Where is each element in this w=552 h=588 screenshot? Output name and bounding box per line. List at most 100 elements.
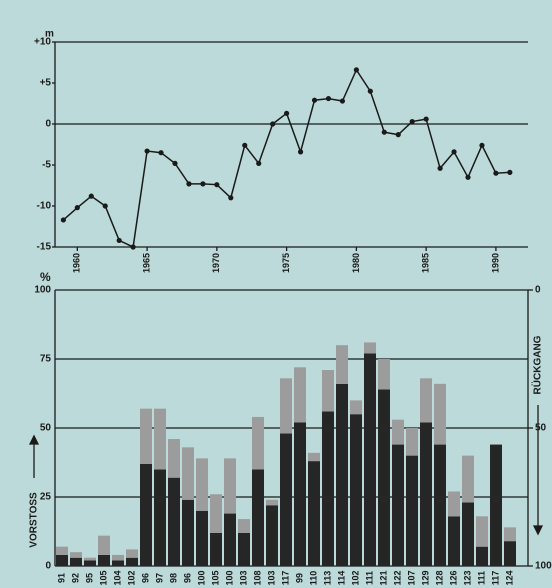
bar-segment — [364, 342, 376, 354]
bar-segment — [280, 433, 292, 566]
x-tick-label: 1965 — [141, 253, 151, 273]
x-tick-label: 105 — [98, 570, 108, 585]
point — [228, 195, 234, 201]
point — [270, 121, 276, 127]
point — [451, 149, 457, 155]
bar-segment — [294, 422, 306, 566]
y2-tick-label: 100 — [535, 561, 552, 572]
point — [284, 110, 290, 116]
y-tick-label: -15 — [37, 242, 52, 253]
point — [437, 165, 443, 171]
bar-segment — [448, 491, 460, 517]
point — [116, 237, 122, 244]
point — [242, 142, 248, 148]
point — [144, 148, 150, 154]
bar-segment — [280, 378, 292, 434]
bar-segment — [308, 461, 320, 566]
bar-segment — [350, 414, 362, 566]
bar-segment — [294, 367, 306, 423]
bar-segment — [420, 378, 432, 423]
x-tick-label: 113 — [322, 571, 332, 586]
x-tick-label: 110 — [308, 571, 318, 586]
x-tick-label: 111 — [364, 571, 374, 585]
bar-segment — [84, 557, 96, 561]
x-tick-label: 98 — [168, 573, 178, 583]
x-tick-label: 1980 — [351, 253, 361, 273]
y2-tick-label: 0 — [535, 285, 541, 296]
x-tick-label: 96 — [140, 573, 150, 583]
bar-segment — [252, 416, 264, 470]
x-tick-label: 1970 — [211, 253, 221, 273]
x-tick-label: 95 — [84, 573, 94, 583]
x-tick-label: 111 — [476, 571, 486, 585]
bar-segment — [364, 353, 376, 566]
bar-segment — [308, 452, 320, 462]
x-tick-label: 117 — [280, 571, 290, 586]
bar-segment — [70, 557, 82, 566]
y-tick-label: +10 — [34, 37, 51, 48]
x-tick-label: 102 — [126, 570, 136, 585]
point — [88, 193, 94, 199]
point — [186, 181, 192, 187]
bar-segment — [56, 546, 68, 555]
x-tick-label: 99 — [294, 573, 304, 583]
x-tick-label: 117 — [490, 571, 500, 586]
y-tick-label: -10 — [37, 201, 52, 212]
point — [172, 160, 178, 166]
x-tick-label: 114 — [336, 571, 346, 586]
bar-segment — [504, 541, 516, 566]
point — [339, 98, 346, 104]
x-tick-label: 91 — [56, 573, 66, 583]
x-tick-label: 105 — [210, 570, 220, 585]
x-tick-label: 1960 — [72, 253, 82, 273]
y-tick-label: 50 — [40, 423, 52, 434]
x-tick-label: 104 — [112, 570, 122, 585]
bar-segment — [378, 359, 390, 390]
point — [60, 217, 66, 223]
point — [130, 244, 136, 250]
bar-segment — [56, 554, 68, 566]
bar-segment — [154, 469, 166, 566]
point — [381, 129, 387, 135]
x-tick-label: 103 — [266, 570, 276, 585]
x-tick-label: 107 — [406, 570, 416, 585]
point — [395, 132, 401, 138]
point — [507, 169, 513, 175]
bar-segment — [112, 560, 124, 566]
bar-segment — [98, 554, 110, 566]
bar-segment — [462, 455, 474, 503]
point — [74, 205, 80, 211]
point — [367, 88, 373, 94]
x-tick-label: 129 — [420, 570, 430, 585]
bar-segment — [266, 505, 278, 566]
point — [493, 170, 499, 176]
bar-segment — [196, 458, 208, 511]
point — [479, 142, 485, 148]
x-tick-label: 1985 — [421, 253, 431, 273]
bar-segment — [434, 444, 446, 566]
bar-segment — [476, 516, 488, 547]
bar-segment — [322, 411, 334, 566]
bar-segment — [336, 383, 348, 566]
bar-segment — [182, 499, 194, 566]
bar-segment — [252, 469, 264, 566]
x-tick-label: 97 — [154, 573, 164, 583]
y-axis-label: VORSTOSS — [29, 492, 40, 548]
point — [353, 67, 359, 73]
x-tick-label: 100 — [224, 570, 234, 585]
bar-segment — [168, 439, 180, 478]
bar-segment — [70, 552, 82, 558]
y2-tick-label: 50 — [535, 423, 547, 434]
bar-segment — [210, 494, 222, 533]
y-tick-label: 75 — [40, 354, 52, 365]
point — [200, 181, 206, 187]
bar-segment — [392, 444, 404, 566]
bar-segment — [476, 546, 488, 566]
point — [158, 150, 164, 156]
x-tick-label: 96 — [182, 573, 192, 583]
bar-segment — [420, 422, 432, 566]
bar-segment — [224, 513, 236, 566]
point — [409, 118, 415, 125]
point — [325, 95, 332, 102]
point — [297, 149, 304, 155]
